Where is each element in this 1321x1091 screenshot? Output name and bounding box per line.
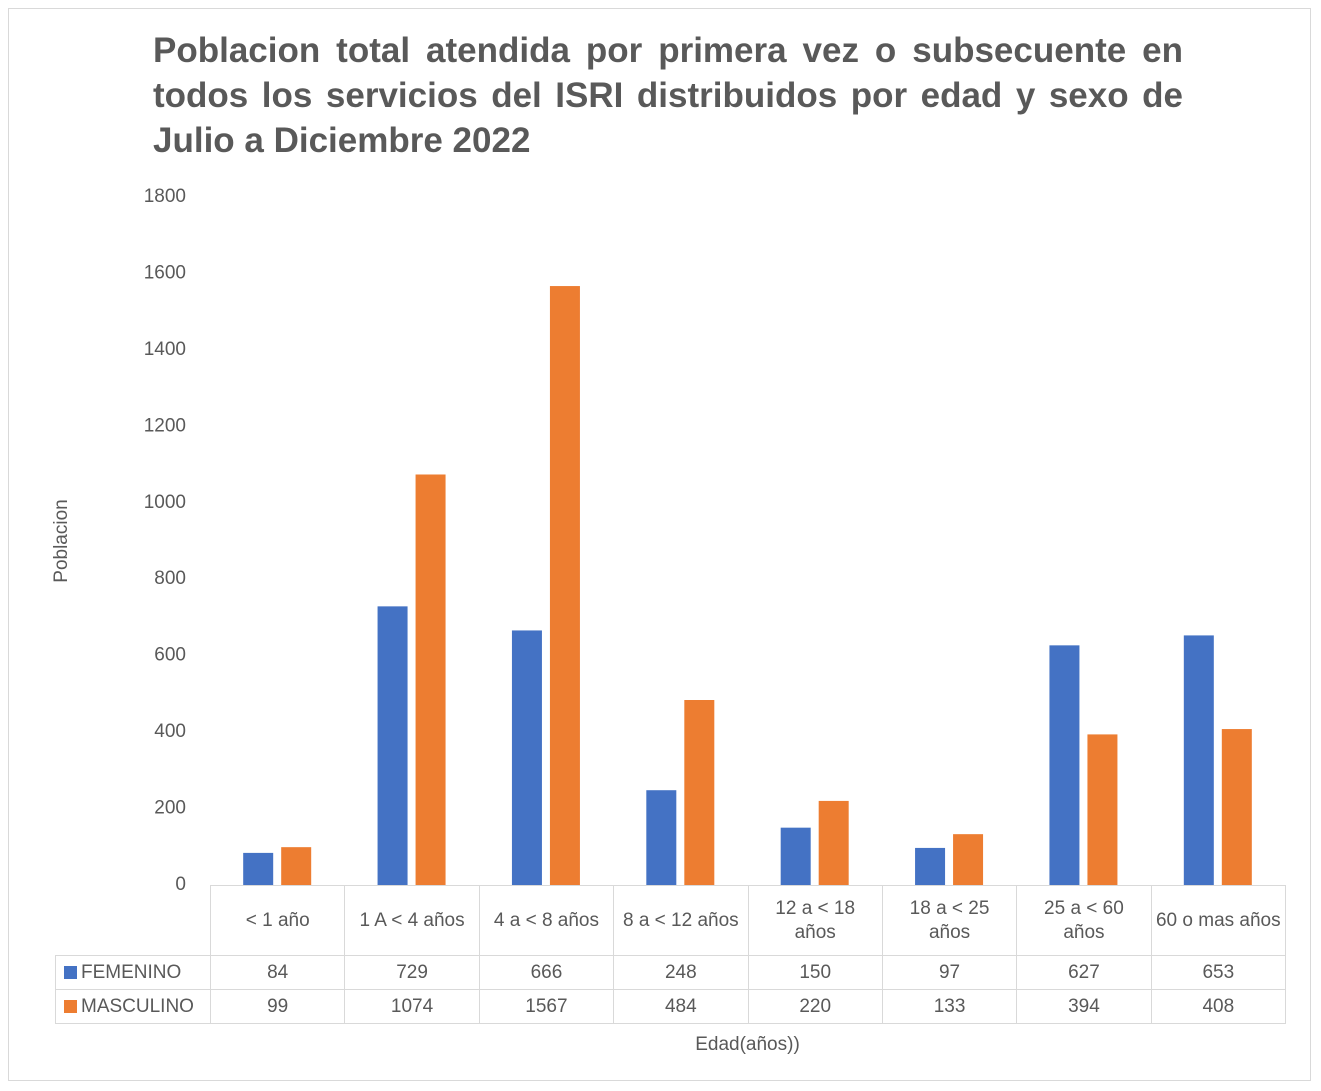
x-axis-label: Edad(años))	[695, 1034, 800, 1055]
data-table-value: 729	[344, 955, 480, 990]
x-tick-label: 18 a < 25 años	[881, 885, 1018, 956]
data-table-value: 97	[881, 955, 1018, 990]
y-tick-label: 0	[175, 874, 186, 895]
bar	[243, 852, 274, 885]
y-axis-label: Poblacion	[51, 499, 72, 582]
chart-title: Poblacion total atendida por primera vez…	[153, 31, 1183, 160]
y-tick-label: 1600	[144, 262, 186, 283]
y-tick-label: 1200	[144, 415, 186, 436]
bar	[818, 800, 849, 885]
data-table-value: 484	[613, 989, 749, 1024]
bar	[377, 606, 408, 885]
data-table-value: 84	[210, 955, 346, 990]
bar	[511, 630, 542, 885]
data-table-value: 408	[1150, 989, 1286, 1024]
bar	[281, 847, 312, 885]
data-table-value: 99	[210, 989, 346, 1024]
x-tick-label: 12 a < 18 años	[747, 885, 883, 956]
chart-frame	[8, 8, 1311, 1081]
data-table-value: 627	[1016, 955, 1152, 990]
bar	[915, 847, 946, 885]
bar	[953, 834, 984, 885]
x-tick-label: 25 a < 60 años	[1016, 885, 1152, 956]
data-table-value: 220	[747, 989, 883, 1024]
legend-label: MASCULINO	[81, 995, 194, 1017]
legend-entry: MASCULINO	[55, 989, 211, 1024]
x-tick-label: < 1 año	[210, 885, 346, 956]
data-table-value: 394	[1016, 989, 1152, 1024]
legend-key	[64, 966, 77, 979]
data-table-value: 1074	[344, 989, 480, 1024]
bar	[684, 700, 715, 885]
data-table-value: 133	[881, 989, 1018, 1024]
y-tick-label: 400	[154, 721, 186, 742]
data-table-value: 248	[613, 955, 749, 990]
bar	[1087, 734, 1118, 885]
y-tick-label: 800	[154, 568, 186, 589]
data-table-value: 150	[747, 955, 883, 990]
y-tick-label: 200	[154, 798, 186, 819]
y-tick-label: 1000	[144, 492, 186, 513]
y-tick-label: 1800	[144, 186, 186, 207]
data-table-value: 1567	[478, 989, 615, 1024]
bar	[1221, 729, 1252, 885]
y-tick-label: 1400	[144, 339, 186, 360]
x-tick-label: 8 a < 12 años	[613, 885, 749, 956]
data-table-value: 666	[478, 955, 615, 990]
x-tick-label: 1 A < 4 años	[344, 885, 480, 956]
legend-label: FEMENINO	[81, 961, 182, 983]
bar	[415, 474, 446, 885]
x-tick-label: 4 a < 8 años	[478, 885, 615, 956]
legend-key	[64, 1000, 77, 1013]
legend-entry: FEMENINO	[55, 955, 211, 990]
bar	[1183, 635, 1214, 885]
bar	[780, 827, 811, 885]
x-tick-label: 60 o mas años	[1150, 885, 1286, 956]
bar	[646, 790, 677, 885]
bar	[1049, 645, 1080, 885]
y-tick-label: 600	[154, 645, 186, 666]
bar	[549, 286, 580, 886]
data-table-value: 653	[1150, 955, 1286, 990]
